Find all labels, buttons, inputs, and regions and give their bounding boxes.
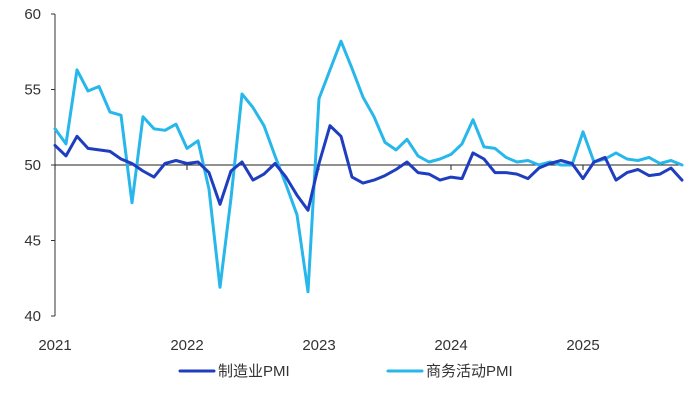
legend-label: 制造业PMI — [218, 363, 290, 380]
series-lines — [53, 39, 684, 294]
legend: 制造业PMI 商务活动PMI — [178, 363, 513, 380]
y-tick-label: 45 — [24, 233, 41, 250]
series-line-manufacturing-pmi — [53, 124, 684, 212]
y-tick-label: 60 — [24, 6, 41, 23]
legend-label: 商务活动PMI — [426, 363, 513, 380]
axes: 40 45 50 55 60 2021 2022 2023 2024 2025 — [24, 6, 682, 354]
x-tick-label: 2022 — [170, 337, 203, 354]
y-tick-label: 40 — [24, 308, 41, 325]
x-tick-label: 2021 — [38, 337, 71, 354]
x-tick-label: 2023 — [302, 337, 335, 354]
x-tick-label: 2025 — [566, 337, 599, 354]
y-tick-label: 50 — [24, 157, 41, 174]
y-tick-label: 55 — [24, 82, 41, 99]
series-line-business-activity-pmi — [53, 39, 684, 294]
x-tick-label: 2024 — [434, 337, 467, 354]
